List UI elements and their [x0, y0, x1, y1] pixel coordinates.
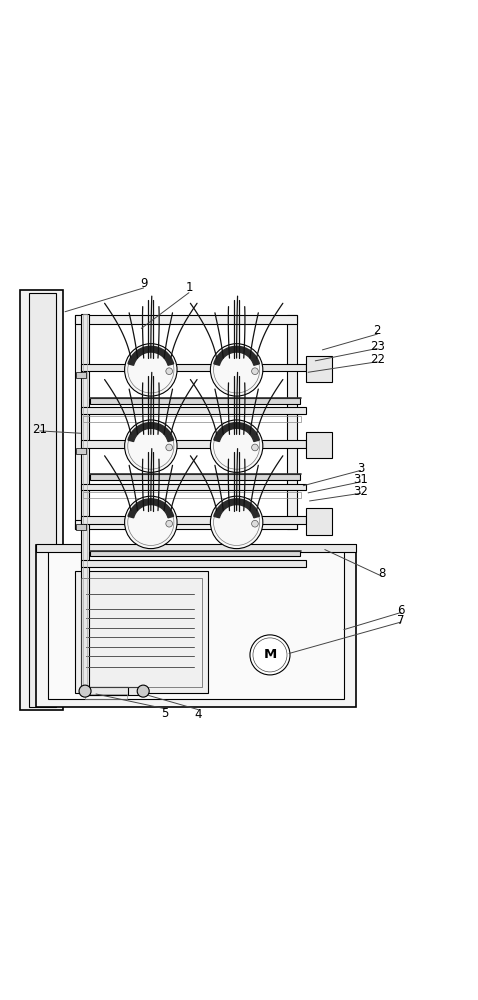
- Text: 32: 32: [353, 485, 368, 498]
- Circle shape: [166, 520, 173, 527]
- Bar: [90, 474, 300, 480]
- Circle shape: [137, 685, 149, 697]
- Bar: [75, 315, 297, 324]
- Bar: [81, 440, 306, 448]
- Circle shape: [79, 685, 91, 697]
- Circle shape: [251, 520, 258, 527]
- Bar: [75, 520, 297, 529]
- Circle shape: [251, 368, 258, 375]
- Bar: [83, 416, 301, 422]
- Circle shape: [166, 444, 173, 451]
- Bar: [83, 314, 87, 695]
- Wedge shape: [214, 346, 260, 365]
- Bar: [36, 544, 356, 552]
- Bar: [287, 315, 297, 529]
- Circle shape: [210, 420, 263, 472]
- Text: 3: 3: [357, 462, 364, 475]
- Bar: [83, 492, 301, 498]
- Bar: [81, 578, 202, 687]
- Bar: [306, 356, 332, 382]
- Bar: [81, 314, 89, 695]
- Text: 4: 4: [195, 708, 202, 721]
- Text: 6: 6: [397, 604, 405, 617]
- Circle shape: [125, 496, 177, 549]
- Text: 9: 9: [140, 277, 147, 290]
- Text: 1: 1: [185, 281, 193, 294]
- Bar: [81, 687, 148, 695]
- Text: 31: 31: [353, 473, 368, 486]
- Text: 5: 5: [162, 707, 169, 720]
- Text: 2: 2: [373, 324, 381, 337]
- Bar: [20, 290, 63, 710]
- Bar: [90, 398, 300, 404]
- Text: 8: 8: [378, 567, 386, 580]
- Circle shape: [166, 368, 173, 375]
- Bar: [75, 571, 208, 693]
- Circle shape: [210, 496, 263, 549]
- Bar: [81, 484, 306, 490]
- Text: 7: 7: [397, 614, 405, 627]
- Text: 22: 22: [369, 353, 385, 366]
- Text: 23: 23: [370, 340, 385, 353]
- Wedge shape: [214, 423, 260, 442]
- Circle shape: [251, 444, 258, 451]
- Bar: [81, 687, 129, 695]
- Bar: [76, 524, 86, 530]
- Bar: [76, 448, 86, 454]
- Bar: [81, 364, 306, 371]
- Bar: [36, 545, 356, 707]
- Bar: [29, 293, 55, 707]
- Wedge shape: [128, 346, 174, 365]
- Bar: [76, 372, 86, 378]
- Wedge shape: [128, 499, 174, 518]
- Bar: [90, 551, 300, 556]
- Bar: [81, 516, 306, 524]
- Circle shape: [125, 420, 177, 472]
- Circle shape: [250, 635, 290, 675]
- Bar: [85, 694, 128, 699]
- Circle shape: [210, 344, 263, 396]
- Bar: [306, 432, 332, 458]
- Bar: [48, 551, 344, 699]
- Bar: [75, 315, 85, 529]
- Bar: [81, 560, 306, 567]
- Circle shape: [125, 344, 177, 396]
- Text: M: M: [263, 648, 277, 661]
- Bar: [81, 407, 306, 414]
- Wedge shape: [128, 423, 174, 442]
- Wedge shape: [214, 499, 260, 518]
- Bar: [306, 508, 332, 535]
- Text: 21: 21: [33, 423, 47, 436]
